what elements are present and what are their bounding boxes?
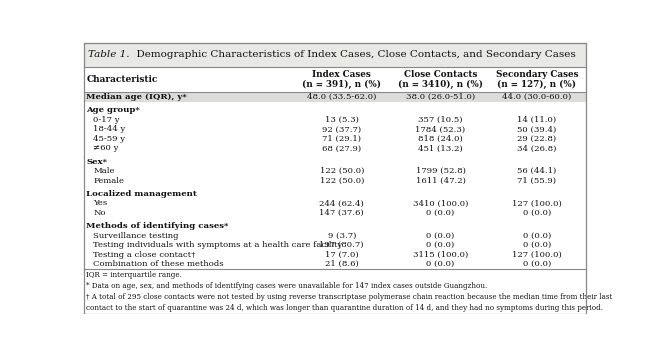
Text: 0 (0.0): 0 (0.0) — [523, 232, 551, 240]
Text: Yes: Yes — [94, 199, 108, 207]
Text: Demographic Characteristics of Index Cases, Close Contacts, and Secondary Cases: Demographic Characteristics of Index Cas… — [130, 50, 576, 59]
Text: 29 (22.8): 29 (22.8) — [517, 135, 557, 143]
Text: 0-17 y: 0-17 y — [94, 116, 120, 124]
Text: 0 (0.0): 0 (0.0) — [523, 241, 551, 249]
Text: Methods of identifying cases*: Methods of identifying cases* — [86, 222, 229, 230]
Text: Testing individuals with symptoms at a health care facility: Testing individuals with symptoms at a h… — [94, 241, 343, 249]
Text: Sex*: Sex* — [86, 157, 107, 166]
Text: No: No — [94, 209, 106, 217]
Text: * Data on age, sex, and methods of identifying cases were unavailable for 147 in: * Data on age, sex, and methods of ident… — [86, 282, 487, 291]
Text: 45-59 y: 45-59 y — [94, 135, 126, 143]
Text: Index Cases: Index Cases — [313, 70, 371, 78]
Text: 3410 (100.0): 3410 (100.0) — [413, 199, 468, 207]
Text: 1611 (47.2): 1611 (47.2) — [415, 176, 466, 185]
Text: 13 (5.3): 13 (5.3) — [325, 116, 359, 124]
Text: 44.0 (30.0-60.0): 44.0 (30.0-60.0) — [502, 93, 572, 101]
Text: 3115 (100.0): 3115 (100.0) — [413, 251, 468, 258]
Text: Secondary Cases: Secondary Cases — [496, 70, 578, 78]
Text: 0 (0.0): 0 (0.0) — [426, 209, 455, 217]
Text: 48.0 (33.5-62.0): 48.0 (33.5-62.0) — [307, 93, 377, 101]
Text: 122 (50.0): 122 (50.0) — [320, 176, 364, 185]
Text: 122 (50.0): 122 (50.0) — [320, 167, 364, 175]
Text: 9 (3.7): 9 (3.7) — [328, 232, 356, 240]
Text: 357 (10.5): 357 (10.5) — [419, 116, 463, 124]
Text: 50 (39.4): 50 (39.4) — [517, 125, 557, 133]
Text: Median age (IQR), y*: Median age (IQR), y* — [86, 93, 187, 101]
Text: 71 (55.9): 71 (55.9) — [517, 176, 557, 185]
Text: 0 (0.0): 0 (0.0) — [523, 209, 551, 217]
Text: 56 (44.1): 56 (44.1) — [517, 167, 557, 175]
Text: 0 (0.0): 0 (0.0) — [426, 260, 455, 268]
Text: 451 (13.2): 451 (13.2) — [418, 144, 463, 152]
Text: 68 (27.9): 68 (27.9) — [322, 144, 362, 152]
Text: 197 (80.7): 197 (80.7) — [319, 241, 364, 249]
Text: Localized management: Localized management — [86, 190, 198, 198]
Text: 0 (0.0): 0 (0.0) — [523, 260, 551, 268]
Bar — [84, 43, 586, 67]
Text: 92 (37.7): 92 (37.7) — [322, 125, 362, 133]
Text: 34 (26.8): 34 (26.8) — [517, 144, 557, 152]
Text: (n = 391), n (%): (n = 391), n (%) — [302, 80, 381, 89]
Text: 17 (7.0): 17 (7.0) — [325, 251, 358, 258]
Text: 147 (37.6): 147 (37.6) — [319, 209, 364, 217]
Text: 18-44 y: 18-44 y — [94, 125, 126, 133]
Text: 244 (62.4): 244 (62.4) — [319, 199, 364, 207]
Text: 127 (100.0): 127 (100.0) — [512, 199, 562, 207]
Text: 1799 (52.8): 1799 (52.8) — [415, 167, 466, 175]
Text: 0 (0.0): 0 (0.0) — [426, 241, 455, 249]
Text: Age group*: Age group* — [86, 106, 140, 114]
Text: (n = 127), n (%): (n = 127), n (%) — [498, 80, 576, 89]
Text: Combination of these methods: Combination of these methods — [94, 260, 224, 268]
Text: 127 (100.0): 127 (100.0) — [512, 251, 562, 258]
Text: IQR = interquartile range.: IQR = interquartile range. — [86, 271, 182, 280]
Bar — [84, 92, 586, 102]
Text: 818 (24.0): 818 (24.0) — [418, 135, 463, 143]
Text: Female: Female — [94, 176, 124, 185]
Text: 21 (8.6): 21 (8.6) — [325, 260, 358, 268]
Text: Close Contacts: Close Contacts — [404, 70, 477, 78]
Text: Male: Male — [94, 167, 115, 175]
Text: 14 (11.0): 14 (11.0) — [517, 116, 557, 124]
Text: Testing a close contact†: Testing a close contact† — [94, 251, 196, 258]
Text: † A total of 295 close contacts were not tested by using reverse transcriptase p: † A total of 295 close contacts were not… — [86, 293, 612, 301]
Text: Surveillance testing: Surveillance testing — [94, 232, 179, 240]
Text: contact to the start of quarantine was 24 d, which was longer than quarantine du: contact to the start of quarantine was 2… — [86, 304, 603, 312]
Text: 1784 (52.3): 1784 (52.3) — [415, 125, 466, 133]
Text: 71 (29.1): 71 (29.1) — [322, 135, 361, 143]
Text: ≠60 y: ≠60 y — [94, 144, 119, 152]
Text: Characteristic: Characteristic — [86, 75, 158, 84]
Text: 0 (0.0): 0 (0.0) — [426, 232, 455, 240]
Text: Table 1.: Table 1. — [88, 50, 130, 59]
Text: (n = 3410), n (%): (n = 3410), n (%) — [398, 80, 483, 89]
Text: 38.0 (26.0-51.0): 38.0 (26.0-51.0) — [406, 93, 475, 101]
